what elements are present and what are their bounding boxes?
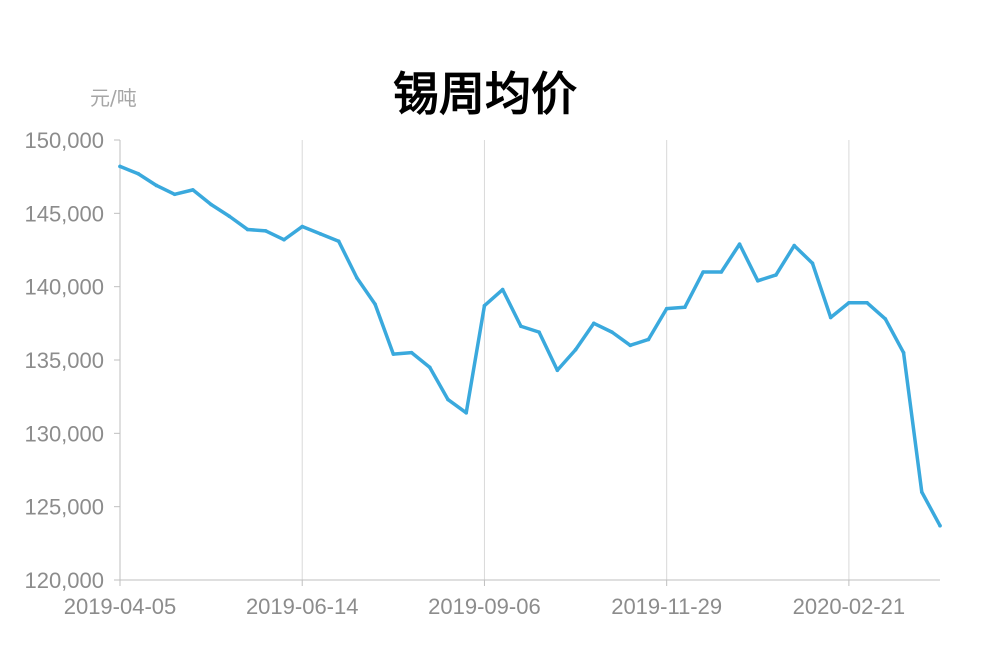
data-point [427, 365, 432, 370]
data-point [136, 171, 141, 176]
series-layer [118, 164, 942, 528]
data-point [646, 337, 651, 342]
data-point [792, 243, 797, 248]
y-axis-unit-label: 元/吨 [90, 86, 137, 110]
data-point [118, 164, 122, 169]
series-line [118, 164, 942, 528]
data-point [537, 330, 541, 334]
data-point [774, 273, 778, 277]
x-tick-label: 2019-04-05 [64, 594, 177, 619]
data-point [683, 305, 687, 310]
x-tick-label: 2019-09-06 [428, 594, 541, 619]
data-point [373, 302, 377, 307]
data-point [154, 183, 159, 188]
data-point [865, 301, 869, 305]
data-point [263, 229, 268, 233]
data-point [591, 321, 596, 326]
y-tick-label: 140,000 [24, 275, 104, 300]
data-point [500, 287, 505, 292]
x-tick-label: 2019-11-29 [611, 594, 722, 619]
data-point [245, 227, 250, 232]
x-tick-label: 2019-06-14 [246, 594, 359, 619]
data-point [172, 192, 177, 197]
data-point [573, 347, 578, 352]
data-point [519, 324, 523, 329]
data-point [191, 188, 195, 192]
data-point [446, 397, 450, 402]
data-point [391, 352, 396, 356]
data-point [336, 239, 341, 243]
data-point [282, 237, 286, 242]
data-point [719, 270, 724, 274]
y-tick-label: 120,000 [24, 568, 104, 593]
data-point [919, 490, 924, 494]
y-tick-label: 130,000 [24, 421, 104, 446]
data-point [355, 276, 359, 280]
y-tick-label: 150,000 [24, 128, 104, 153]
y-tick-label: 125,000 [24, 495, 104, 520]
data-point [628, 343, 633, 348]
x-tick-labels: 2019-04-05 2019-06-14 2019-09-06 2019-11-29… [64, 594, 905, 619]
data-point [555, 368, 560, 373]
axes [114, 139, 940, 586]
data-point [227, 214, 232, 219]
chart-title: 锡周均价 [393, 67, 577, 121]
y-tick-label: 145,000 [24, 201, 104, 226]
data-point [610, 330, 614, 334]
data-point [883, 317, 888, 321]
y-tick-label: 135,000 [24, 348, 104, 373]
data-point [209, 202, 213, 207]
data-point [901, 350, 906, 355]
data-point [828, 315, 833, 320]
data-point [318, 232, 323, 236]
data-point [755, 279, 760, 283]
data-point [664, 306, 669, 311]
x-tick-label: 2020-02-21 [793, 594, 906, 619]
data-point [737, 242, 742, 246]
data-point [847, 301, 851, 305]
grid-lines [301, 140, 850, 580]
data-point [938, 523, 942, 528]
data-point [300, 224, 305, 229]
data-point [482, 303, 487, 308]
data-point [810, 261, 815, 266]
y-tick-labels: 120,000 125,000 130,000 135,000 140,000 145,0… [24, 128, 104, 593]
data-point [701, 270, 705, 274]
data-point [409, 350, 414, 355]
data-point [464, 411, 469, 415]
